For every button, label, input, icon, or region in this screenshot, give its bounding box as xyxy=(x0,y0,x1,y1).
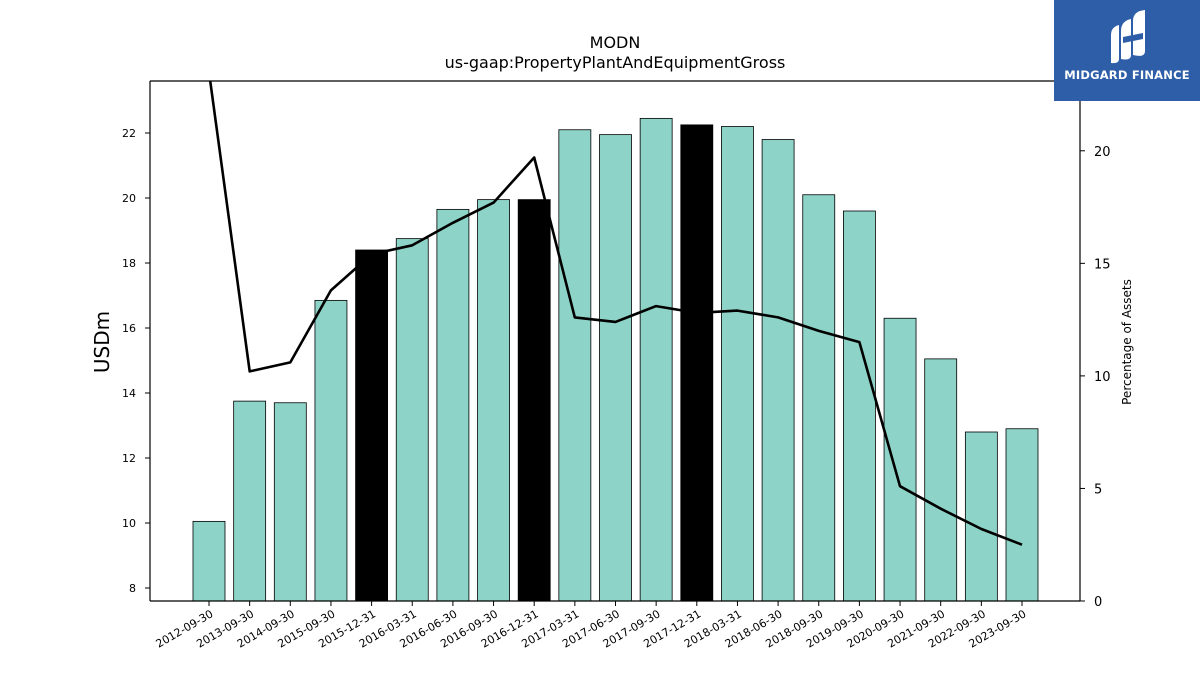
y2-tick-label-20: 20 xyxy=(1094,145,1111,160)
y2-axis-label: Percentage of Assets xyxy=(1120,279,1134,405)
y-tick-label-18: 18 xyxy=(122,257,136,270)
y2-tick-label-5: 5 xyxy=(1094,482,1102,497)
y-tick-label-16: 16 xyxy=(122,322,136,335)
chart-subtitle: us-gaap:PropertyPlantAndEquipmentGross xyxy=(445,53,786,72)
bar-2016-12-31 xyxy=(517,199,551,601)
y-tick-label-12: 12 xyxy=(122,452,136,465)
bar-2016-06-30 xyxy=(436,208,470,601)
y-tick-label-22: 22 xyxy=(122,127,136,140)
bar-2022-09-30 xyxy=(964,431,998,601)
bar-2017-03-31 xyxy=(558,129,592,601)
midgard-finance-logo: MIDGARD FINANCE xyxy=(1054,0,1200,101)
bar-2012-09-30 xyxy=(192,520,226,601)
midgard-logo-icon xyxy=(1111,10,1145,64)
y2-tick-label-0: 0 xyxy=(1094,595,1102,610)
bar-2016-03-31 xyxy=(395,238,429,601)
bar-2017-09-30 xyxy=(639,117,673,601)
y2-tick-label-15: 15 xyxy=(1094,257,1111,272)
bar-2015-12-31 xyxy=(355,249,389,601)
line-layer xyxy=(208,81,1023,546)
bars-layer xyxy=(192,117,1039,601)
bar-2016-09-30 xyxy=(477,199,510,601)
bar-2020-09-30 xyxy=(883,317,917,601)
bar-2018-03-31 xyxy=(721,126,754,601)
bar-2023-09-30 xyxy=(1005,428,1039,601)
y-tick-label-10: 10 xyxy=(122,517,136,530)
bar-2017-06-30 xyxy=(599,134,632,601)
logo-text: MIDGARD FINANCE xyxy=(1064,68,1190,82)
bar-2015-09-30 xyxy=(314,299,348,601)
bar-2014-09-30 xyxy=(273,402,307,601)
bar-2019-09-30 xyxy=(843,210,876,601)
percent-line xyxy=(208,81,1023,546)
bar-2021-09-30 xyxy=(924,358,958,601)
y2-tick-label-10: 10 xyxy=(1094,370,1111,385)
y-tick-label-8: 8 xyxy=(129,582,136,595)
bar-2013-09-30 xyxy=(233,400,267,601)
chart-title: MODN xyxy=(590,33,641,52)
bar-2018-06-30 xyxy=(761,139,795,601)
bar-2018-09-30 xyxy=(802,194,836,601)
y-tick-label-20: 20 xyxy=(122,192,136,205)
y-axis-label: USDm xyxy=(90,311,114,373)
bar-2017-12-31 xyxy=(680,124,714,601)
y-tick-label-14: 14 xyxy=(122,387,136,400)
